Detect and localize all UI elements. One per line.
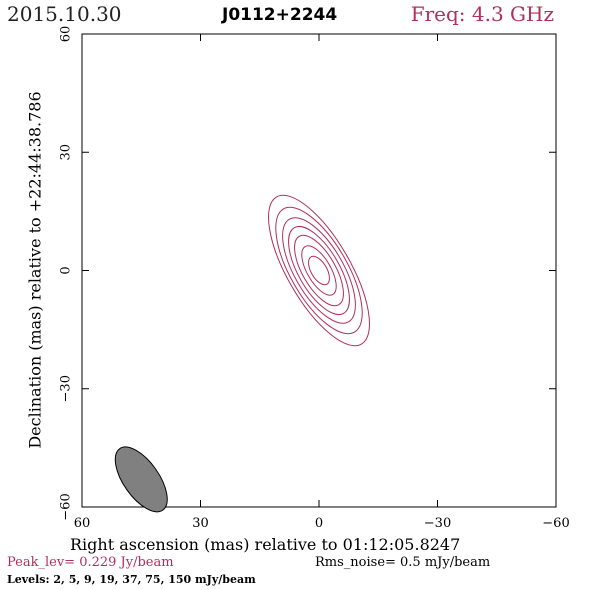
y-tick-label: 60 xyxy=(59,26,74,43)
x-tick-label: 30 xyxy=(192,516,209,531)
y-tick-label: 0 xyxy=(59,266,74,274)
y-tick-label: −30 xyxy=(59,375,74,402)
beam-ellipse xyxy=(114,446,168,513)
observation-date: 2015.10.30 xyxy=(7,2,122,26)
axis-ticks: 60 30 0 −30 −60 −60 −30 0 30 60 xyxy=(59,26,570,531)
source-name: J0112+2244 xyxy=(222,5,338,25)
y-tick-label: −60 xyxy=(59,493,74,520)
contour-9mJy xyxy=(282,217,356,324)
x-tick-label: −60 xyxy=(542,516,569,531)
frequency-label: Freq: 4.3 GHz xyxy=(410,2,554,26)
rms-noise-text: Rms_noise= 0.5 mJy/beam xyxy=(315,555,491,570)
x-axis-label: Right ascension (mas) relative to 01:12:… xyxy=(70,535,461,554)
x-tick-label: 0 xyxy=(315,516,323,531)
contour-150mJy xyxy=(308,255,330,286)
contour-2mJy xyxy=(268,194,370,347)
contour-19mJy xyxy=(288,226,350,315)
peak-level-text: Peak_lev= 0.229 Jy/beam xyxy=(7,555,174,570)
x-tick-label: −30 xyxy=(424,516,451,531)
x-tick-label: 60 xyxy=(74,516,91,531)
beam-group xyxy=(114,446,168,513)
plot-frame xyxy=(81,33,557,508)
contour-37mJy xyxy=(294,234,344,307)
contour-group xyxy=(268,194,370,347)
contour-75mJy xyxy=(301,245,337,296)
contour-levels-text: Levels: 2, 5, 9, 19, 37, 75, 150 mJy/bea… xyxy=(7,573,256,586)
y-axis-label: Declination (mas) relative to +22:44:38.… xyxy=(25,91,45,449)
y-tick-label: 30 xyxy=(59,144,74,161)
contour-5mJy xyxy=(275,206,363,335)
